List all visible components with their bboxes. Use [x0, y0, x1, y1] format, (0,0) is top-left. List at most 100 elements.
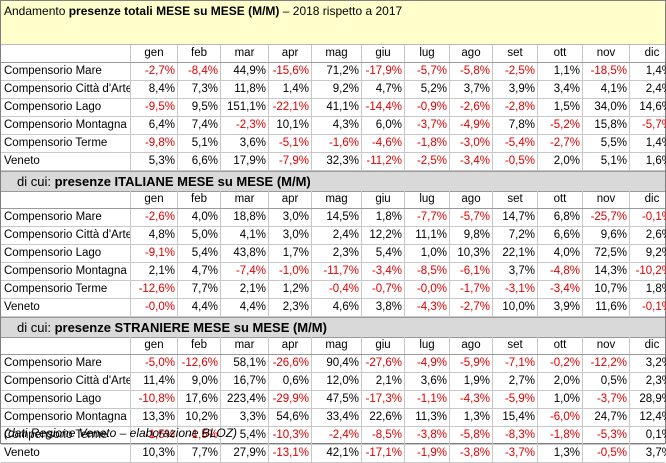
- value-cell: -9,1%: [131, 245, 178, 262]
- table-row: Compensorio Terme -12,6% 7,7% 2,1% 1,2% -0,4%…: [1, 281, 666, 299]
- table-row: Compensorio Montagna 2,1% 4,7% -7,4% -1,0% -1…: [1, 263, 666, 281]
- value-cell: 4,8%: [131, 227, 178, 244]
- value-cell: 22,6%: [362, 409, 405, 426]
- value-cell: 14,6%: [630, 99, 666, 116]
- value-cell: -14,4%: [362, 99, 405, 116]
- month-header-mag: mag: [312, 337, 362, 354]
- value-cell: 43,8%: [221, 245, 269, 262]
- row-label: Compensorio Terme: [1, 281, 131, 298]
- value-cell: 3,6%: [405, 373, 450, 390]
- value-cell: -2,7%: [450, 299, 493, 316]
- value-cell: 3,7%: [493, 263, 538, 280]
- value-cell: 1,3%: [450, 409, 493, 426]
- value-cell: 6,6%: [178, 153, 221, 170]
- row-label: Compensorio Mare: [1, 63, 131, 80]
- month-header-giu: giu: [362, 337, 405, 354]
- value-cell: 71,2%: [312, 63, 362, 80]
- value-cell: 3,3%: [221, 409, 269, 426]
- value-cell: -1,5%: [178, 427, 221, 444]
- value-cell: 151,1%: [221, 99, 269, 116]
- value-cell: -17,3%: [362, 391, 405, 408]
- value-cell: 14,3%: [583, 263, 630, 280]
- value-cell: -22,1%: [269, 99, 312, 116]
- value-cell: 9,2%: [630, 245, 666, 262]
- month-header-feb: feb: [178, 45, 221, 62]
- value-cell: 9,2%: [312, 81, 362, 98]
- value-cell: 0,6%: [269, 373, 312, 390]
- value-cell: 15,4%: [493, 409, 538, 426]
- row-label: Veneto: [1, 445, 131, 462]
- row-label: Compensorio Terme: [1, 427, 131, 444]
- value-cell: -2,8%: [493, 99, 538, 116]
- value-cell: -3,4%: [538, 281, 583, 298]
- month-header-set: set: [493, 45, 538, 62]
- title-band: Andamento presenze totali MESE su MESE (…: [1, 1, 665, 45]
- value-cell: 72,5%: [583, 245, 630, 262]
- value-cell: 12,2%: [362, 227, 405, 244]
- value-cell: -12,6%: [178, 355, 221, 372]
- value-cell: 44,9%: [221, 63, 269, 80]
- value-cell: -3,7%: [583, 391, 630, 408]
- value-cell: -7,4%: [221, 263, 269, 280]
- title-suffix: – 2018 rispetto a 2017: [279, 4, 403, 18]
- value-cell: 33,4%: [312, 409, 362, 426]
- value-cell: 2,3%: [269, 299, 312, 316]
- value-cell: -3,7%: [405, 117, 450, 134]
- month-header-lug: lug: [405, 45, 450, 62]
- value-cell: 5,5%: [583, 135, 630, 152]
- month-header-row: gen feb mar apr mag giu lug ago set ott nov dic: [1, 45, 665, 63]
- value-cell: -10,3%: [269, 427, 312, 444]
- value-cell: -1,9%: [405, 445, 450, 462]
- value-cell: 2,1%: [362, 373, 405, 390]
- month-header-mar: mar: [221, 337, 269, 354]
- value-cell: 11,8%: [221, 81, 269, 98]
- section-prefix: di cui:: [17, 174, 55, 189]
- value-cell: 3,4%: [538, 81, 583, 98]
- value-cell: 11,6%: [583, 299, 630, 316]
- section-header: di cui: presenze ITALIANE MESE su MESE (…: [1, 171, 665, 192]
- row-label: Compensorio Montagna: [1, 117, 131, 134]
- month-header-ago: ago: [450, 191, 493, 208]
- source-note: (dati Regione Veneto – elaborazione BLOZ…: [4, 426, 238, 440]
- value-cell: -11,7%: [312, 263, 362, 280]
- value-cell: 12,4%: [630, 409, 666, 426]
- value-cell: 1,4%: [269, 81, 312, 98]
- table-row: Veneto 5,3% 6,6% 17,9% -7,9% 32,3% -11,2% -2,5%…: [1, 153, 666, 171]
- month-header-mag: mag: [312, 45, 362, 62]
- table-row: Compensorio Città d'Arte 4,8% 5,0% 4,1% 3,0%…: [1, 227, 666, 245]
- value-cell: -6,0%: [538, 409, 583, 426]
- value-cell: 5,0%: [178, 227, 221, 244]
- value-cell: -6,1%: [450, 263, 493, 280]
- value-cell: 1,9%: [450, 373, 493, 390]
- value-cell: -7,7%: [405, 209, 450, 226]
- value-cell: 1,1%: [538, 63, 583, 80]
- value-cell: 9,8%: [450, 227, 493, 244]
- value-cell: 3,0%: [269, 209, 312, 226]
- value-cell: 223,4%: [221, 391, 269, 408]
- value-cell: 47,5%: [312, 391, 362, 408]
- value-cell: -3,4%: [362, 263, 405, 280]
- value-cell: -18,5%: [583, 63, 630, 80]
- value-cell: 3,7%: [450, 81, 493, 98]
- value-cell: -9,8%: [131, 135, 178, 152]
- value-cell: -8,5%: [362, 427, 405, 444]
- value-cell: 8,4%: [131, 81, 178, 98]
- value-cell: 2,6%: [630, 227, 666, 244]
- month-header-apr: apr: [269, 191, 312, 208]
- value-cell: -4,8%: [538, 263, 583, 280]
- value-cell: -5,9%: [493, 391, 538, 408]
- value-cell: -2,6%: [450, 99, 493, 116]
- month-header-feb: feb: [178, 191, 221, 208]
- value-cell: 6,6%: [538, 227, 583, 244]
- value-cell: 16,7%: [221, 373, 269, 390]
- value-cell: -1,0%: [269, 263, 312, 280]
- value-cell: 4,7%: [362, 81, 405, 98]
- value-cell: 3,9%: [493, 81, 538, 98]
- value-cell: 2,4%: [312, 227, 362, 244]
- row-label: Compensorio Città d'Arte: [1, 81, 131, 98]
- value-cell: -15,6%: [269, 63, 312, 80]
- value-cell: -4,3%: [450, 391, 493, 408]
- value-cell: 2,4%: [630, 81, 666, 98]
- value-cell: -1,7%: [450, 281, 493, 298]
- value-cell: 3,2%: [630, 355, 666, 372]
